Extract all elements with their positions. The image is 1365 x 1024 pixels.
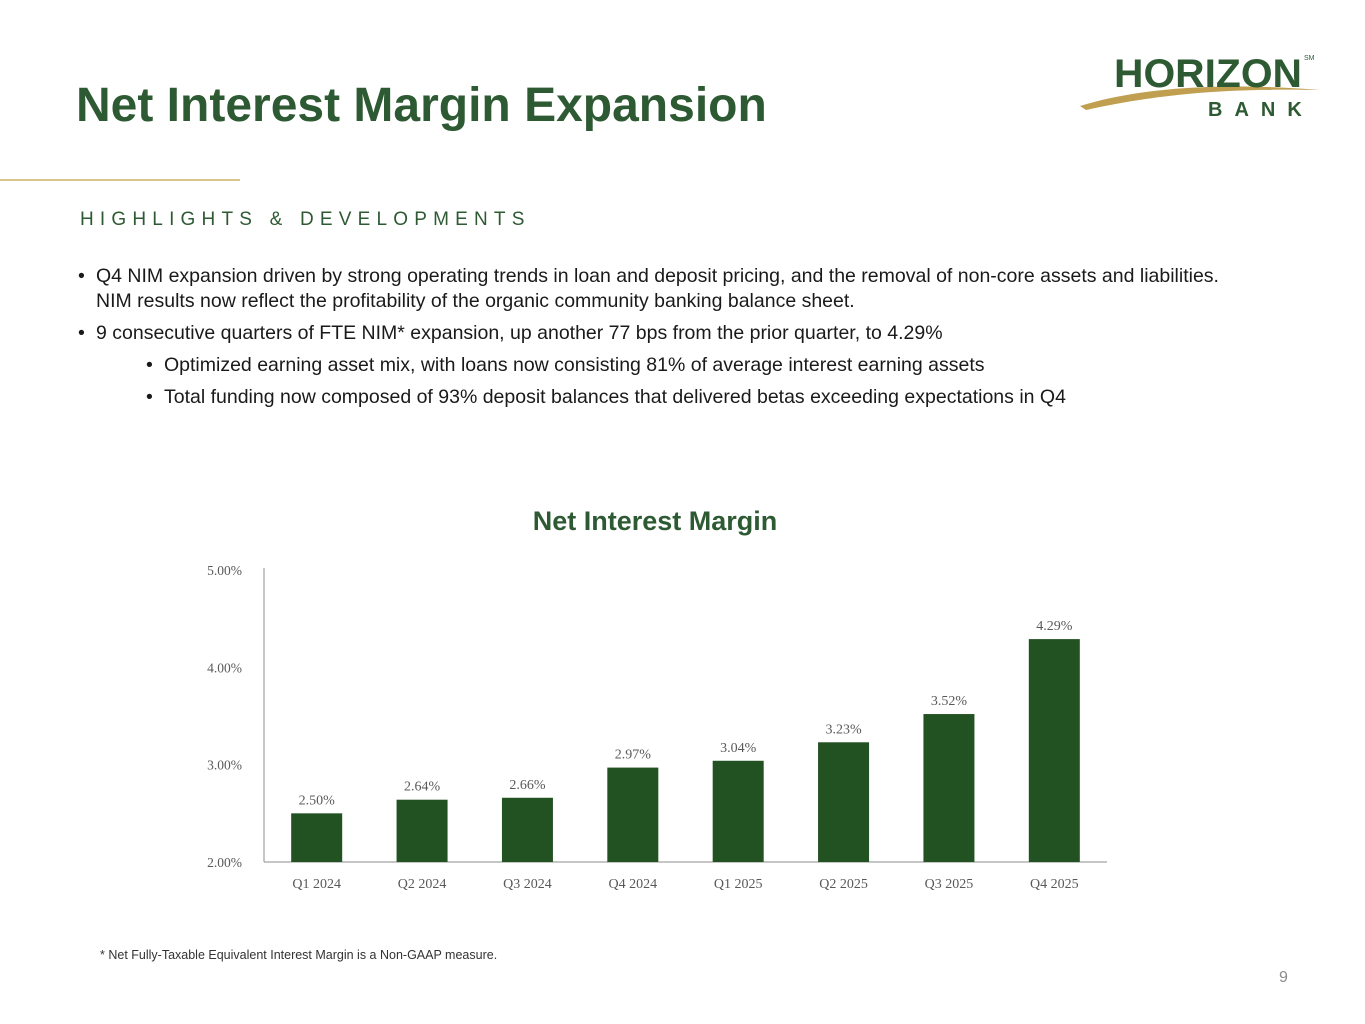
- x-tick-label: Q2 2024: [398, 877, 447, 892]
- bar: [712, 760, 764, 862]
- x-tick-label: Q2 2025: [819, 877, 868, 892]
- bar: [923, 714, 975, 862]
- chart-title: Net Interest Margin: [532, 506, 778, 536]
- y-tick-label: 3.00%: [207, 758, 242, 773]
- y-tick-label: 4.00%: [207, 660, 242, 675]
- data-label: 4.29%: [1036, 619, 1073, 634]
- x-tick-label: Q4 2025: [1030, 877, 1079, 892]
- x-tick-label: Q1 2025: [714, 877, 763, 892]
- logo-service-mark: SM: [1304, 55, 1315, 62]
- bullet-item: • Q4 NIM expansion driven by strong oper…: [78, 264, 1238, 314]
- bar: [291, 813, 343, 862]
- data-label: 3.04%: [720, 741, 757, 756]
- x-tick-label: Q3 2024: [503, 877, 552, 892]
- logo-bank: BANK: [1208, 99, 1314, 121]
- bullet-text: Optimized earning asset mix, with loans …: [164, 354, 985, 376]
- nim-bar-chart: 2.00% 3.00% 4.00% 5.00% 2.50% Q1 2024 2.64% Q2 …: [207, 563, 1107, 892]
- gold-divider: [0, 179, 240, 181]
- page-number: 9: [1279, 969, 1288, 986]
- bullet-item: • 9 consecutive quarters of FTE NIM* exp…: [78, 321, 1238, 346]
- bullet-text: Total funding now composed of 93% deposi…: [164, 386, 1066, 408]
- bullet-marker: •: [146, 354, 153, 376]
- logo-swoosh: [1080, 86, 1320, 110]
- y-tick-label: 5.00%: [207, 563, 242, 578]
- sub-bullet-item: • Total funding now composed of 93% depo…: [146, 385, 1238, 410]
- section-label: HIGHLIGHTS & DEVELOPMENTS: [80, 209, 531, 230]
- bar: [501, 797, 553, 862]
- bar: [818, 742, 870, 862]
- footnote: * Net Fully-Taxable Equivalent Interest …: [100, 948, 498, 962]
- x-tick-label: Q3 2025: [925, 877, 974, 892]
- bar: [396, 799, 448, 862]
- page-title: Net Interest Margin Expansion: [76, 79, 767, 132]
- logo-name: HORIZON: [1114, 52, 1302, 96]
- data-label: 2.66%: [509, 778, 546, 793]
- bar: [1028, 639, 1080, 862]
- y-tick-label: 2.00%: [207, 855, 242, 870]
- bullet-text: 9 consecutive quarters of FTE NIM* expan…: [96, 322, 943, 344]
- sub-bullet-item: • Optimized earning asset mix, with loan…: [146, 353, 1238, 378]
- bar: [607, 767, 659, 862]
- bullet-marker: •: [78, 322, 85, 344]
- bullet-text: Q4 NIM expansion driven by strong operat…: [96, 265, 1219, 312]
- highlights-list: • Q4 NIM expansion driven by strong oper…: [78, 264, 1238, 410]
- data-label: 2.97%: [615, 748, 652, 763]
- data-label: 3.23%: [825, 722, 862, 737]
- data-label: 2.64%: [404, 780, 441, 795]
- bullet-marker: •: [146, 386, 153, 408]
- x-tick-label: Q4 2024: [609, 877, 658, 892]
- data-label: 2.50%: [299, 793, 336, 808]
- data-label: 3.52%: [931, 694, 968, 709]
- horizon-bank-logo: HORIZON SM BANK: [1080, 52, 1320, 121]
- x-tick-label: Q1 2024: [292, 877, 341, 892]
- bullet-marker: •: [78, 265, 85, 287]
